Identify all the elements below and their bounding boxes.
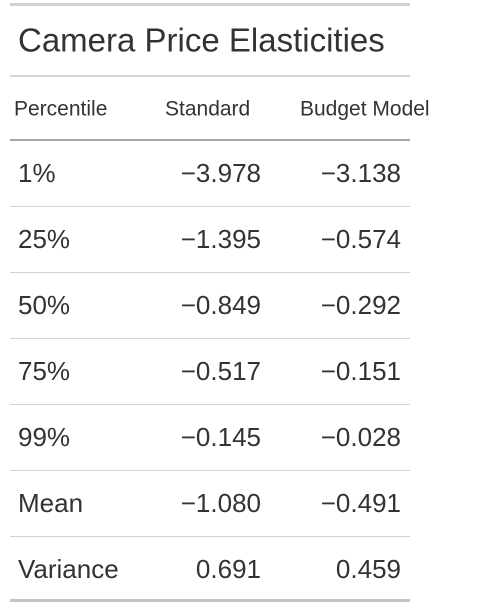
column-header: Percentile [14,97,108,121]
table-cell: 0.459 [335,554,401,584]
table-cell: 50% [18,290,71,320]
table-cell: −3.138 [320,158,401,188]
table-title: Camera Price Elasticities [18,21,385,59]
table-cell: 1% [18,158,56,188]
row-border [10,272,410,273]
table-cell: −0.028 [320,422,401,452]
table-cell: −0.491 [320,488,401,518]
row-border [10,536,410,537]
bottom-border [10,599,410,602]
table-cell: −0.517 [180,356,261,386]
table-cell: 25% [18,224,71,254]
title-border [10,75,410,77]
table-cell: −0.151 [320,356,401,386]
table-cell: 75% [18,356,71,386]
row-border [10,404,410,405]
table-cell: −1.080 [180,488,261,518]
column-header: Standard [165,97,251,121]
table-cell: −3.978 [180,158,261,188]
table-cell: Variance [18,554,119,584]
table-cell: −0.849 [180,290,261,320]
table-cell: 99% [18,422,71,452]
table-cell: −0.292 [320,290,401,320]
row-border [10,470,410,471]
table-cell: −0.145 [180,422,261,452]
column-header: Budget Model [300,97,430,121]
row-border [10,206,410,207]
top-border [10,3,410,6]
header-border [10,139,410,141]
row-border [10,338,410,339]
table-cell: Mean [18,488,84,518]
table-cell: −0.574 [320,224,401,254]
table-cell: 0.691 [195,554,261,584]
table-cell: −1.395 [180,224,261,254]
